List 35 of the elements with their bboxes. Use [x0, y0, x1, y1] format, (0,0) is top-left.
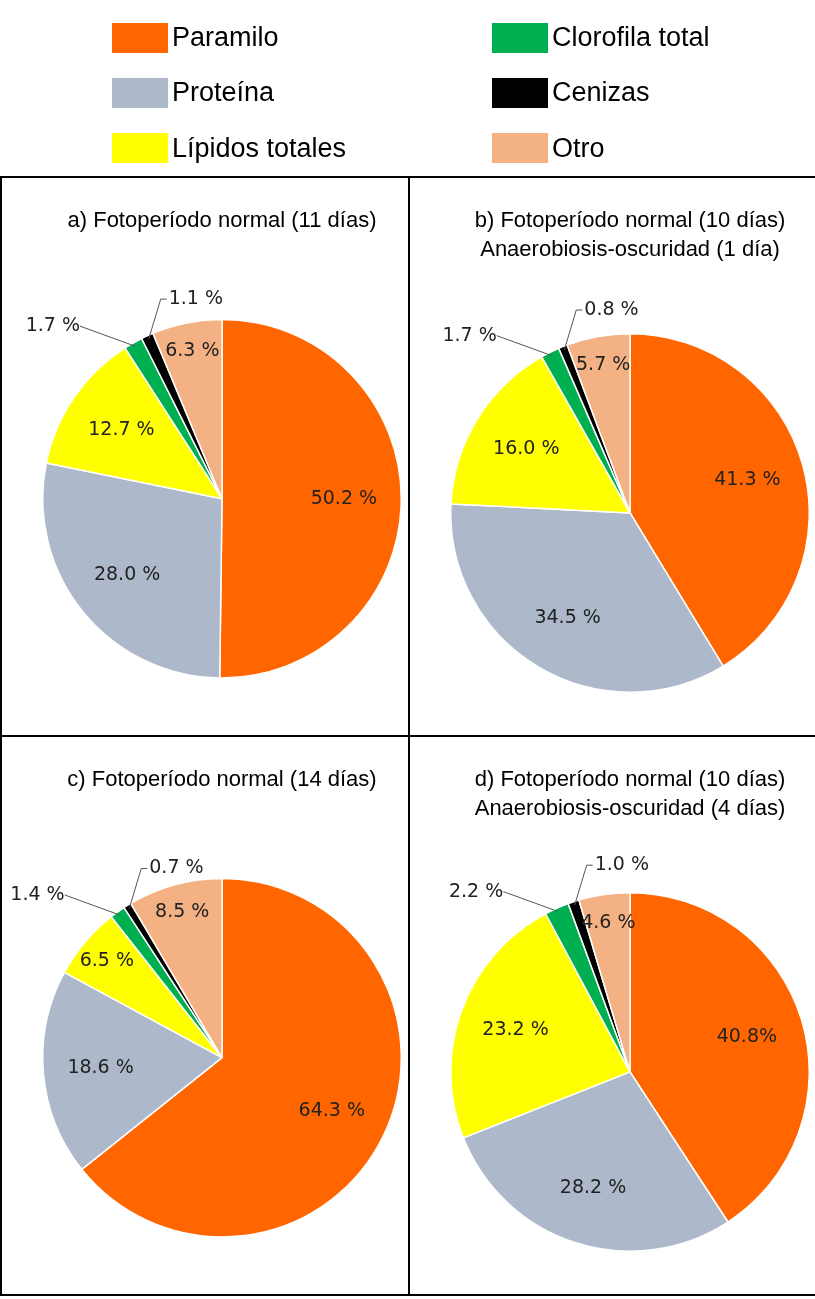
data-label: 34.5 %	[534, 604, 601, 627]
legend-label: Cenizas	[552, 77, 650, 109]
data-label: 64.3 %	[298, 1097, 365, 1120]
chart-title: b) Fotoperíodo normal (10 días)	[474, 207, 786, 233]
data-label: 1.4 %	[10, 881, 65, 904]
data-label: 0.7 %	[149, 855, 204, 878]
text: a) Fotoperíodo normal (11 días)	[67, 207, 377, 233]
data-label: 1.0 %	[594, 852, 649, 875]
chart-title: d) Fotoperíodo normal (10 días)	[474, 766, 786, 792]
legend-label: Proteína	[172, 77, 275, 109]
data-label: 1.7 %	[442, 322, 497, 345]
data-label: 0.8 %	[584, 296, 639, 319]
data-label: 6.3 %	[165, 338, 220, 361]
data-label: 8.5 %	[155, 899, 210, 922]
data-label: 6.5 %	[79, 947, 135, 970]
legend-label: Otro	[552, 132, 605, 164]
data-label: 1.7 %	[25, 313, 80, 336]
data-label: 12.7 %	[88, 416, 155, 439]
data-label: 2.2 %	[448, 878, 504, 901]
data-label: 28.2 %	[559, 1175, 627, 1197]
data-label: 5.7 %	[576, 351, 631, 374]
data-label: 50.2 %	[310, 486, 378, 509]
chart-title: c) Fotoperíodo normal (14 días)	[67, 766, 377, 792]
data-label: 1.1 %	[168, 285, 224, 308]
legend-label: Paramilo	[172, 22, 279, 54]
chart-subtitle: Anaerobiosis-oscuridad (1 día)	[480, 235, 780, 261]
data-label: 41.3 %	[714, 466, 781, 489]
data-label: 40.8%	[716, 1024, 778, 1047]
legend-label: Clorofila total	[552, 22, 710, 54]
data-label: 28.0 %	[93, 562, 161, 585]
data-label: 16.0 %	[493, 435, 560, 458]
data-label: 23.2 %	[482, 1016, 549, 1039]
chart-subtitle: Anaerobiosis-oscuridad (4 días)	[474, 794, 786, 820]
data-label: 18.6 %	[67, 1055, 134, 1078]
legend-label: Lípidos totales	[172, 132, 347, 164]
